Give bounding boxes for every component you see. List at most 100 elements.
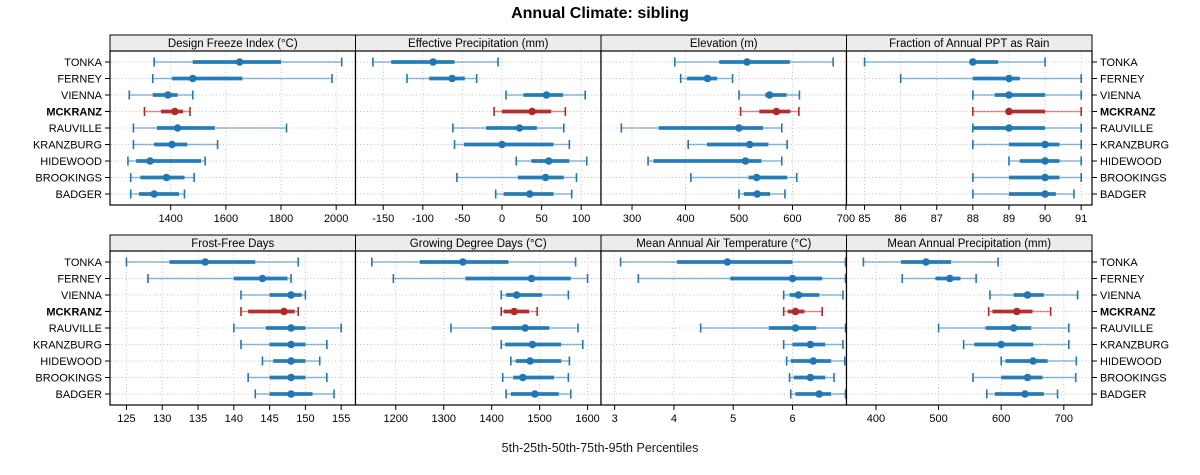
panel-growing-degree-days-c: Growing Degree Days (°C) 1200 1300 1400 1500… [354,234,602,425]
station-label-right: BADGER [1100,189,1147,201]
median-dot [280,307,288,316]
station-label-right: HIDEWOOD [1100,156,1162,168]
median-dot [1041,157,1049,165]
x-tick-label: 125 [117,413,135,425]
panel-strip-label: Elevation (m) [690,38,758,50]
x-tick-label: 500 [929,413,947,425]
series-kranzburg [132,140,219,149]
x-tick-label: 700 [837,213,855,225]
median-dot [515,124,524,132]
x-tick-label: 145 [260,413,278,425]
series-mckranz [987,307,1052,316]
series-hidewood [515,156,588,166]
chart-caption: 5th-25th-50th-75th-95th Percentiles [501,441,699,455]
series-badger [494,189,573,199]
x-tick-label: 400 [867,413,885,425]
series-kranzburg [962,340,1070,349]
station-label-left: RAUVILLE [49,123,102,135]
series-tonka [674,57,834,67]
series-kranzburg [453,140,571,149]
station-label-left: BADGER [56,189,103,201]
station-label-right: MCKRANZ [1100,307,1156,319]
x-tick-label: 400 [676,213,694,225]
median-dot [519,373,527,382]
x-tick-label: 1300 [431,413,455,425]
station-label-right: TONKA [1100,257,1138,269]
median-dot [1041,140,1049,149]
median-dot [527,274,536,283]
x-tick-label: 88 [967,213,979,225]
x-tick-label: 140 [225,413,243,425]
series-rauville [450,323,579,333]
series-kranzburg [687,140,788,149]
panel-strip-label: Mean Annual Air Temperature (°C) [636,238,811,250]
x-tick-label: 1400 [479,413,503,425]
x-tick-label: -100 [412,213,434,225]
station-label-left: KRANZBURG [33,340,102,352]
series-mckranz [739,107,800,116]
median-dot [1013,307,1021,316]
median-dot [1041,190,1049,198]
median-dot [969,58,977,66]
panel-strip-label: Growing Degree Days (°C) [410,238,547,250]
series-tonka [863,57,1046,67]
x-tick-label: 90 [1039,213,1051,225]
series-vienna [972,90,1082,100]
series-rauville [699,323,847,333]
median-dot [1021,390,1029,398]
median-dot [150,190,158,198]
station-label-left: VIENNA [61,290,103,302]
median-dot [788,274,797,283]
median-dot [429,58,437,66]
station-label-left: FERNEY [57,274,102,286]
series-hidewood [647,156,783,166]
x-tick-label: 2000 [324,213,348,225]
median-dot [741,157,750,165]
station-label-left: TONKA [64,257,102,269]
median-dot [544,157,553,165]
median-dot [498,140,506,149]
x-tick-label: 85 [858,213,870,225]
series-ferney [406,74,478,83]
x-tick-label: 87 [931,213,943,225]
x-tick-label: 155 [332,413,350,425]
station-label-right: KRANZBURG [1100,340,1169,352]
median-dot [541,173,550,182]
series-badger [738,189,786,199]
series-vienna [500,290,570,300]
station-label-right: VIENNA [1100,290,1142,302]
station-label-right: BROOKINGS [1100,173,1167,185]
station-label-left: HIDEWOOD [40,356,102,368]
station-label-right: KRANZBURG [1100,140,1169,152]
series-hidewood [261,356,321,366]
station-label-right: RAUVILLE [1100,123,1153,135]
median-dot [287,340,295,349]
median-dot [723,258,732,266]
x-tick-label: 89 [1003,213,1015,225]
median-dot [765,91,774,99]
median-dot [542,91,551,99]
median-dot [526,357,534,365]
series-badger [129,189,186,199]
series-badger [505,389,572,399]
median-dot [525,190,534,198]
series-badger [972,189,1075,199]
x-tick-label: 150 [296,413,314,425]
series-rauville [132,123,288,133]
series-mckranz [782,307,823,316]
series-kranzburg [240,340,328,349]
median-dot [753,190,761,198]
station-label-right: MCKRANZ [1100,107,1156,119]
x-tick-label: 1600 [575,413,599,425]
x-tick-label: 135 [189,413,207,425]
series-badger [789,389,847,399]
median-dot [287,373,295,382]
median-dot [528,107,536,116]
station-label-right: BADGER [1100,389,1147,401]
median-dot [162,173,171,182]
median-dot [235,58,244,66]
series-vienna [240,290,307,300]
series-kranzburg [782,340,844,349]
x-tick-label: 1400 [158,213,182,225]
panel-elevation-m: Elevation (m) 300 400 500 600 700 [600,34,855,225]
